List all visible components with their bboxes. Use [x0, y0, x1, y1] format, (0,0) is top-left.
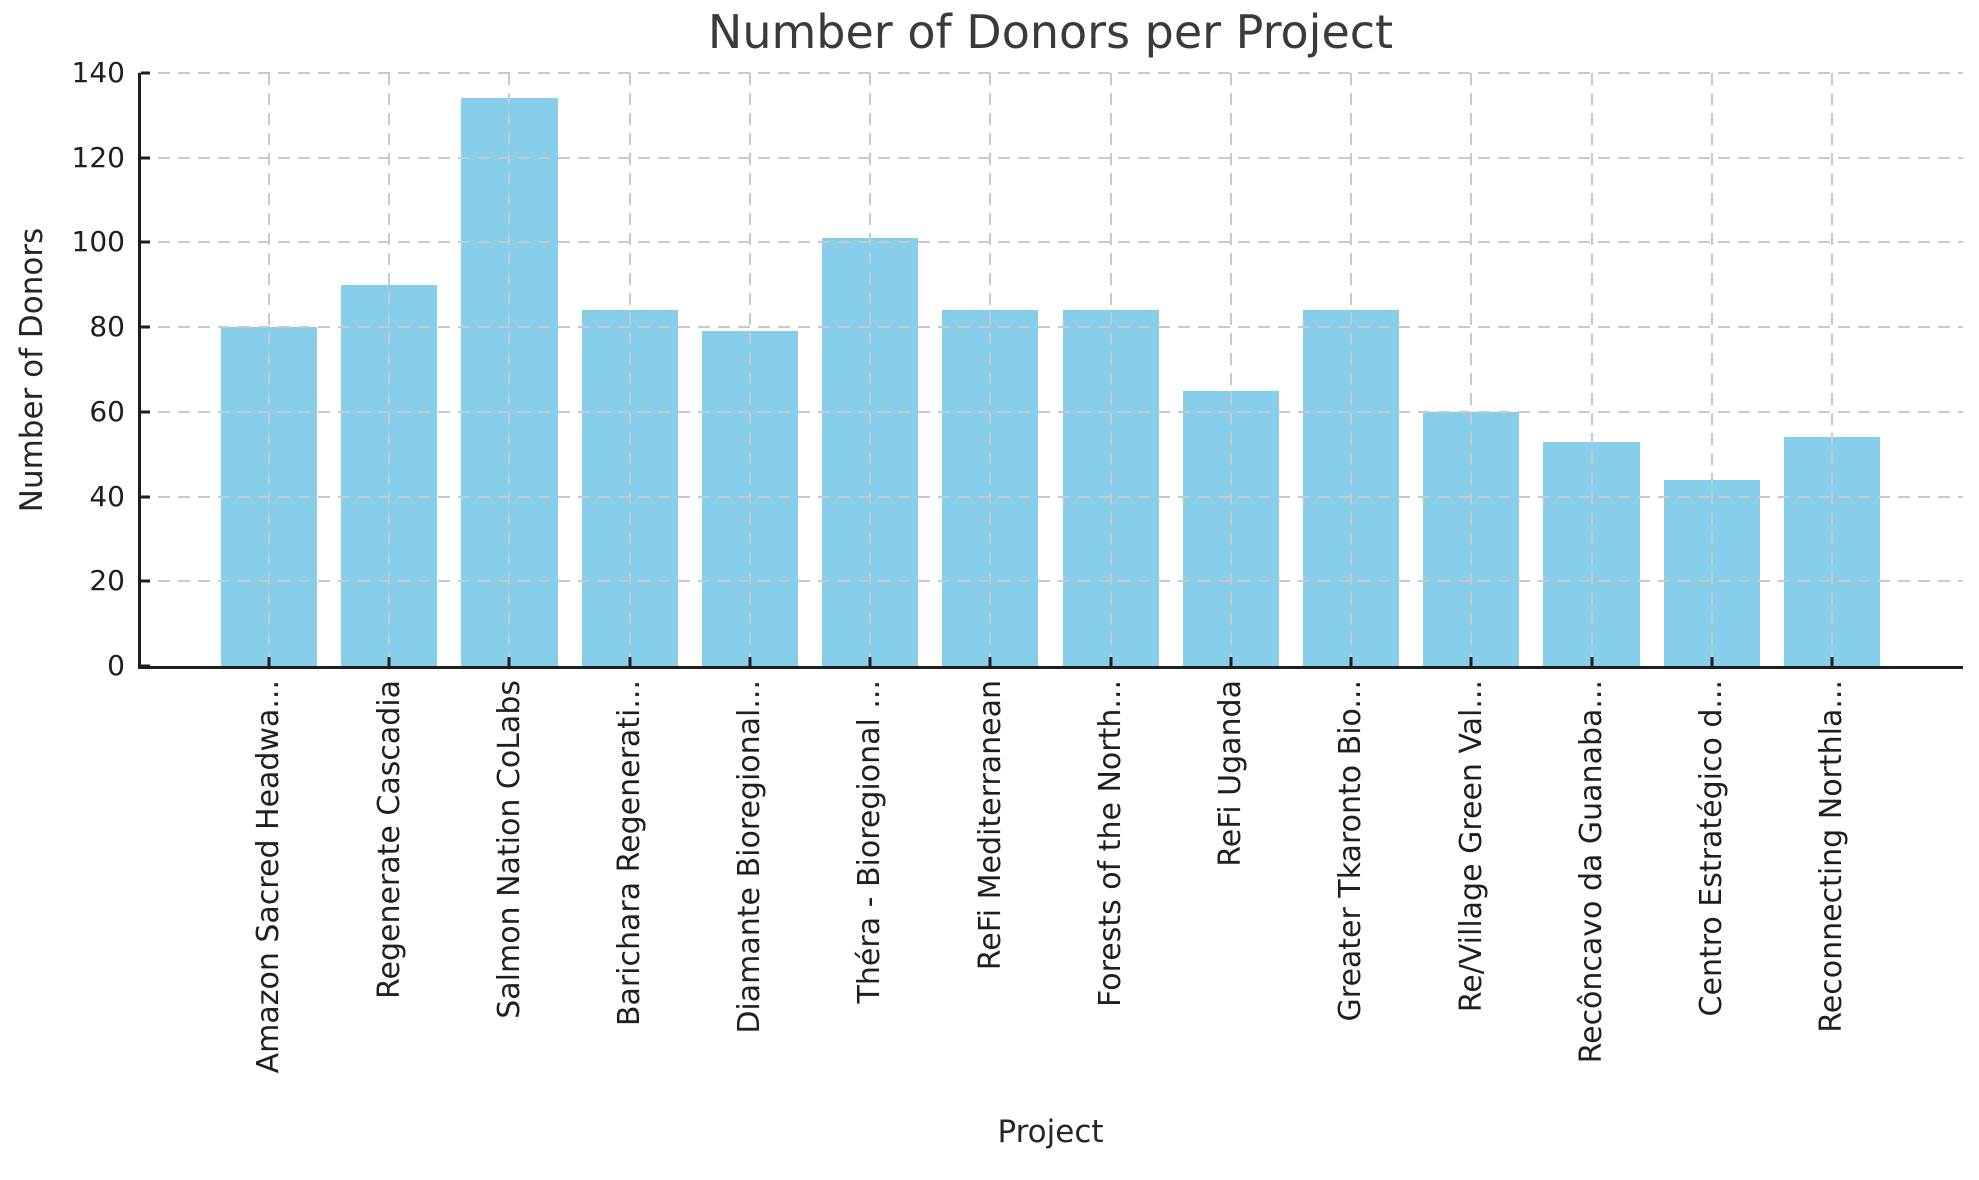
x-tick-label-10: Greater Tkaronto Bio... — [1329, 680, 1373, 1021]
x-tick-label-1: Amazon Sacred Headwa... — [247, 680, 291, 1073]
h-gridline-60 — [138, 410, 1963, 413]
x-tick-10 — [1349, 657, 1353, 666]
x-tick-2 — [387, 657, 391, 666]
x-tick-1 — [267, 657, 271, 666]
x-tick-label-text: Regenerate Cascadia — [371, 680, 407, 999]
v-gridline — [628, 73, 631, 666]
x-tick-label-5: Diamante Bioregional... — [728, 680, 772, 1034]
x-tick-label-2: Regenerate Cascadia — [367, 680, 411, 999]
y-tick-label-0: 0 — [107, 649, 125, 682]
x-tick-label-text: Diamante Bioregional... — [732, 680, 768, 1034]
y-tick-label-120: 120 — [71, 140, 125, 174]
x-tick-label-text: Recôncavo da Guanaba... — [1573, 680, 1609, 1064]
y-axis-label-text: Number of Donors — [14, 227, 50, 513]
v-gridline — [268, 73, 271, 666]
v-gridline — [869, 73, 872, 666]
x-tick-13 — [1710, 657, 1714, 666]
y-tick-label-100: 100 — [71, 225, 125, 259]
x-tick-label-text: Amazon Sacred Headwa... — [251, 680, 287, 1074]
v-gridline — [388, 73, 391, 666]
x-tick-4 — [628, 657, 632, 666]
h-gridline-20 — [138, 580, 1963, 583]
h-gridline-140 — [138, 72, 1963, 74]
y-tick-label-40: 40 — [89, 479, 125, 513]
y-tick-80 — [141, 325, 150, 329]
y-tick-60 — [141, 410, 150, 414]
y-tick-120 — [141, 156, 150, 160]
x-axis-label: Project — [997, 1114, 1104, 1150]
v-gridline — [1590, 73, 1593, 666]
v-gridline — [1710, 73, 1713, 666]
x-tick-label-text: ReFi Mediterranean — [972, 680, 1008, 971]
h-gridline-100 — [138, 241, 1963, 244]
x-tick-label-7: ReFi Mediterranean — [968, 680, 1012, 970]
v-gridline — [508, 73, 511, 666]
y-axis-spine — [138, 73, 141, 669]
x-tick-label-text: Théra - Bioregional ... — [852, 680, 888, 1004]
y-tick-140 — [141, 71, 150, 75]
y-tick-0 — [141, 664, 150, 668]
x-tick-9 — [1229, 657, 1233, 666]
x-tick-label-6: Théra - Bioregional ... — [848, 680, 892, 1003]
y-tick-40 — [141, 495, 150, 499]
chart-title: Number of Donors per Project — [707, 5, 1394, 59]
plot-area: 0 20 40 60 80 100 120 140 Amazon Sacred Headwa..… — [72, 59, 1963, 1073]
x-tick-8 — [1109, 657, 1113, 666]
x-tick-label-text: Forests of the North... — [1092, 680, 1128, 1007]
h-gridline-40 — [138, 495, 1963, 498]
x-tick-label-14: Reconnecting Northla... — [1810, 680, 1854, 1033]
v-gridline — [1470, 73, 1473, 666]
x-tick-label-text: Reconnecting Northla... — [1814, 680, 1850, 1033]
y-tick-label-60: 60 — [89, 394, 125, 428]
v-gridline — [1350, 73, 1353, 666]
x-tick-label-11: Re/Village Green Val... — [1449, 680, 1493, 1012]
x-tick-label-text: Centro Estratégico d... — [1693, 680, 1729, 1017]
x-tick-label-13: Centro Estratégico d... — [1690, 680, 1734, 1016]
x-tick-label-12: Recôncavo da Guanaba... — [1570, 680, 1614, 1063]
x-tick-label-text: Greater Tkaronto Bio... — [1333, 680, 1369, 1022]
y-tick-20 — [141, 579, 150, 583]
x-tick-label-text: Barichara Regenerati... — [611, 680, 647, 1027]
h-gridline-120 — [138, 156, 1963, 159]
x-tick-12 — [1590, 657, 1593, 666]
x-axis-spine — [138, 666, 1963, 669]
v-gridline — [989, 73, 992, 666]
x-tick-7 — [988, 657, 992, 666]
x-tick-label-8: Forests of the North... — [1089, 680, 1133, 1007]
y-tick-label-80: 80 — [89, 310, 125, 344]
y-tick-100 — [141, 240, 150, 244]
v-gridline — [1830, 73, 1833, 666]
x-tick-label-text: Salmon Nation CoLabs — [491, 680, 527, 1019]
x-tick-label-9: ReFi Uganda — [1209, 680, 1253, 867]
x-tick-11 — [1469, 657, 1473, 666]
x-tick-label-3: Salmon Nation CoLabs — [487, 680, 531, 1019]
h-gridline-80 — [138, 326, 1963, 329]
x-tick-3 — [507, 657, 511, 666]
x-tick-6 — [868, 657, 872, 666]
x-tick-label-text: Re/Village Green Val... — [1453, 680, 1489, 1013]
v-gridline — [748, 73, 751, 666]
y-tick-label-20: 20 — [89, 564, 125, 598]
v-gridline — [1229, 73, 1232, 666]
x-tick-5 — [748, 657, 752, 666]
x-tick-14 — [1830, 657, 1834, 666]
y-tick-label-140: 140 — [71, 56, 125, 89]
v-gridline — [1109, 73, 1112, 666]
x-tick-label-text: ReFi Uganda — [1213, 680, 1249, 867]
x-tick-label-4: Barichara Regenerati... — [608, 680, 652, 1026]
y-axis-label: Number of Donors — [14, 228, 50, 658]
